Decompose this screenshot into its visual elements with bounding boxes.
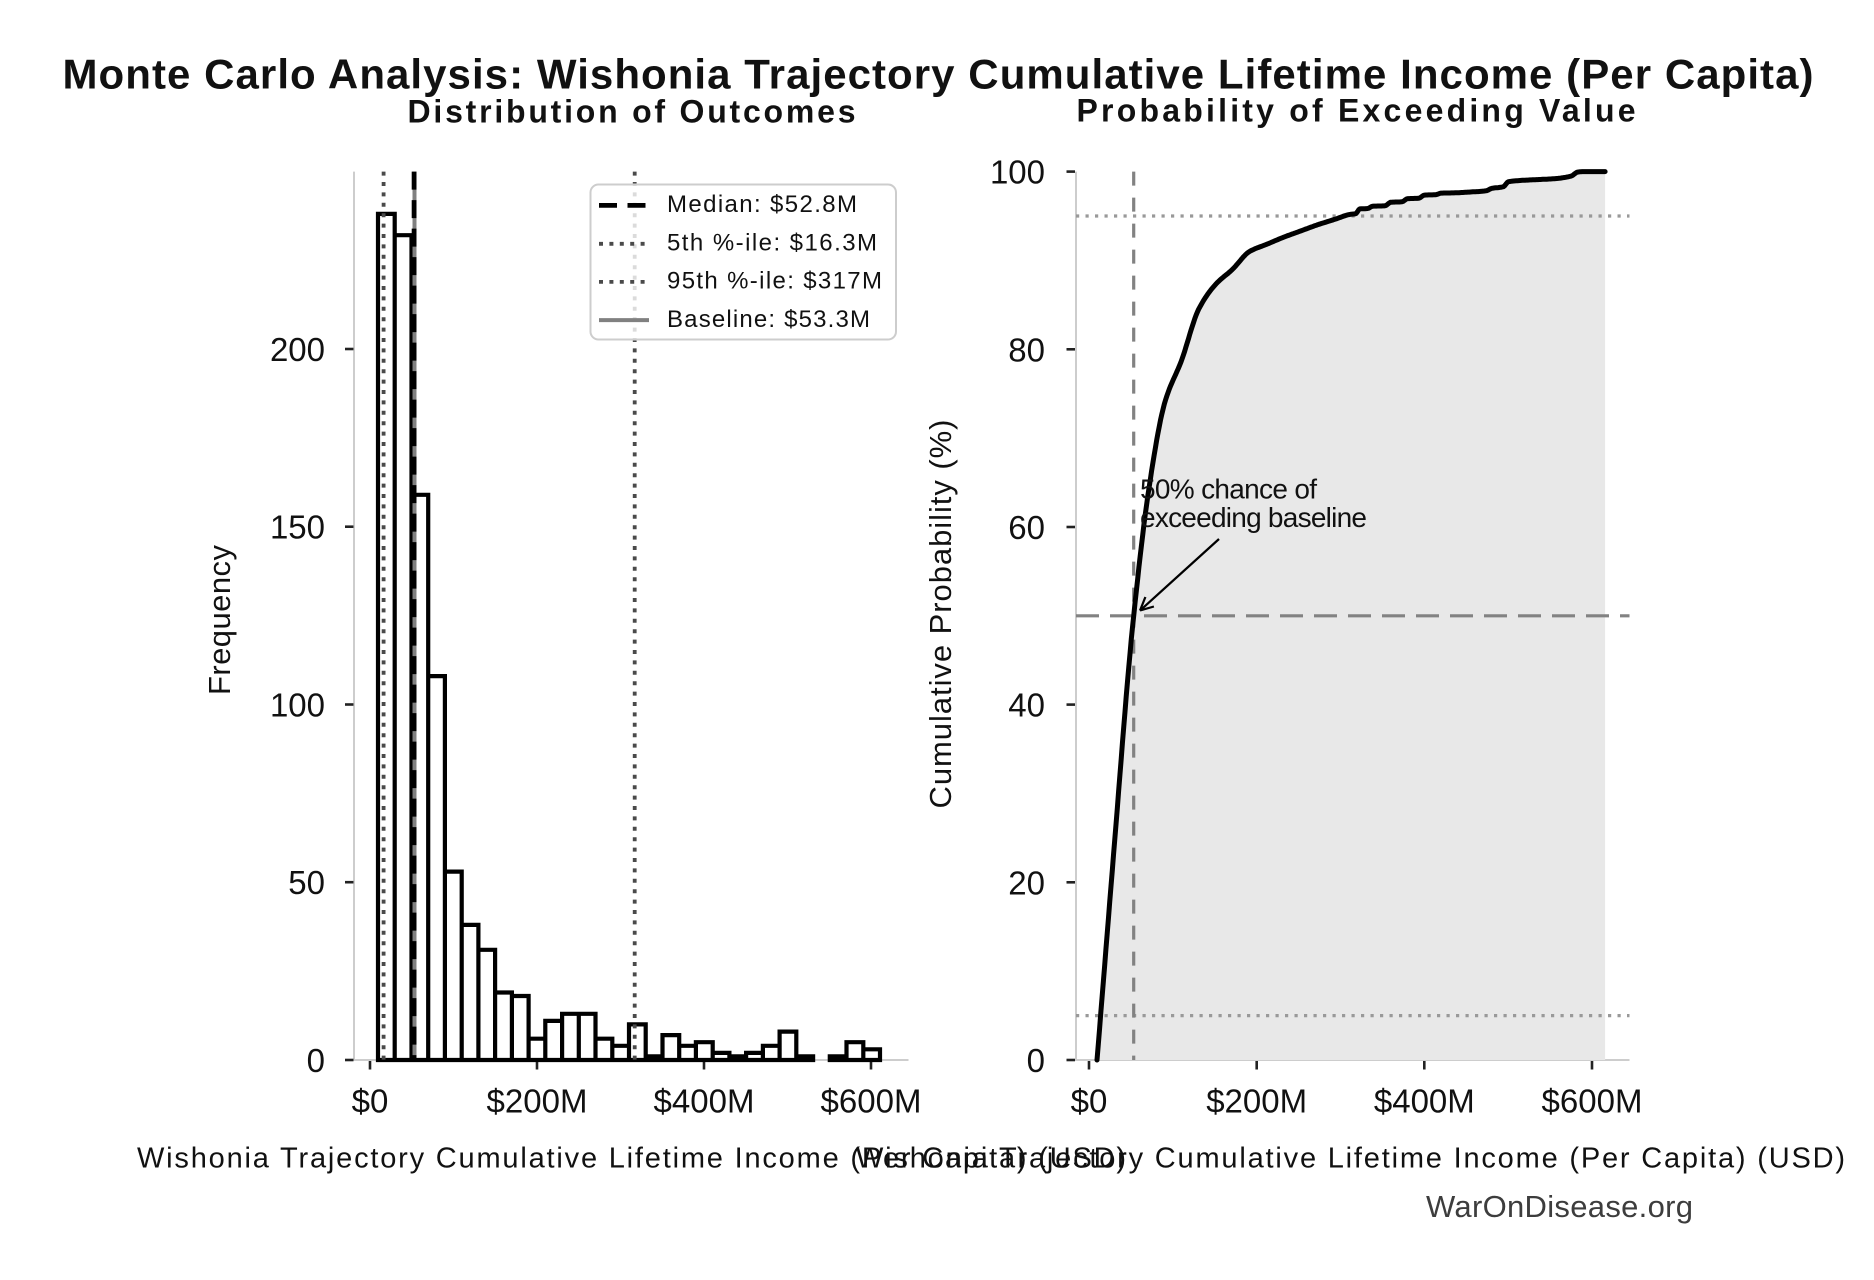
svg-text:100: 100: [990, 154, 1045, 191]
svg-text:Baseline: $53.3M: Baseline: $53.3M: [667, 306, 870, 333]
svg-text:0: 0: [1027, 1042, 1045, 1079]
svg-text:$600M: $600M: [821, 1083, 922, 1120]
svg-text:Probability of Exceeding Value: Probability of Exceeding Value: [1077, 93, 1636, 129]
svg-text:$600M: $600M: [1542, 1083, 1643, 1120]
svg-text:80: 80: [1008, 331, 1045, 368]
svg-text:Monte Carlo Analysis: Wishonia: Monte Carlo Analysis: Wishonia Trajector…: [63, 51, 1814, 98]
svg-text:100: 100: [270, 686, 325, 723]
svg-text:exceeding baseline: exceeding baseline: [1140, 502, 1367, 533]
svg-text:$200M: $200M: [1206, 1083, 1307, 1120]
svg-text:0: 0: [307, 1042, 325, 1079]
svg-text:60: 60: [1008, 509, 1045, 546]
svg-text:$0: $0: [352, 1083, 389, 1120]
svg-text:150: 150: [270, 509, 325, 546]
svg-text:Median: $52.8M: Median: $52.8M: [667, 191, 857, 218]
svg-text:$400M: $400M: [1374, 1083, 1475, 1120]
svg-text:50% chance of: 50% chance of: [1140, 473, 1317, 504]
svg-text:WarOnDisease.org: WarOnDisease.org: [1426, 1189, 1693, 1224]
svg-text:$0: $0: [1071, 1083, 1108, 1120]
svg-text:$400M: $400M: [654, 1083, 755, 1120]
svg-text:Cumulative Probability (%): Cumulative Probability (%): [923, 420, 958, 809]
svg-text:$200M: $200M: [487, 1083, 588, 1120]
svg-text:200: 200: [270, 331, 325, 368]
svg-text:40: 40: [1008, 687, 1045, 724]
svg-text:Distribution of Outcomes: Distribution of Outcomes: [408, 93, 856, 129]
svg-text:20: 20: [1008, 864, 1045, 901]
svg-text:Frequency: Frequency: [202, 545, 237, 696]
svg-text:95th %-ile: $317M: 95th %-ile: $317M: [667, 268, 882, 295]
svg-text:Wishonia Trajectory Cumulative: Wishonia Trajectory Cumulative Lifetime …: [856, 1143, 1845, 1175]
svg-text:50: 50: [288, 864, 325, 901]
